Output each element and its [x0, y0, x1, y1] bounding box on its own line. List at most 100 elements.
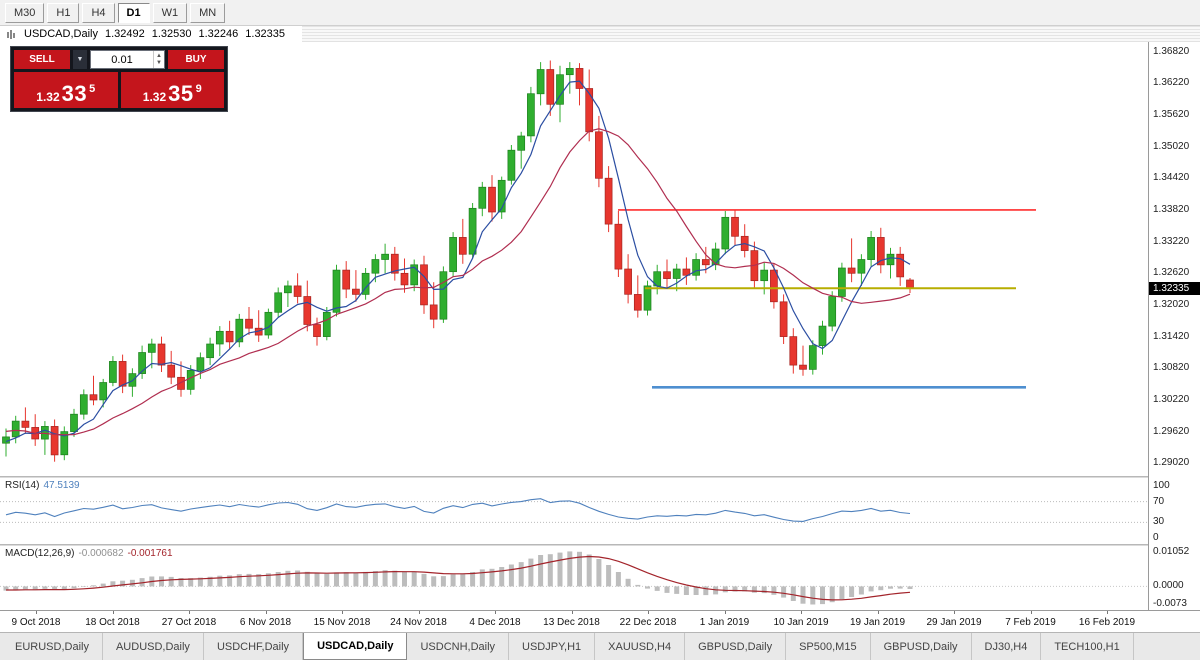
rsi-scale-label: 70	[1153, 495, 1165, 507]
price-scale-label: 1.30220	[1153, 394, 1190, 405]
ask-big-figure: 1.32	[142, 90, 167, 104]
time-axis-label: 22 Dec 2018	[619, 617, 677, 628]
volume-increase-button[interactable]: ▲	[156, 52, 162, 59]
price-scale-label: 1.31420	[1153, 330, 1190, 342]
price-scale-label: 1.34420	[1153, 172, 1190, 184]
macd-label: MACD(12,26,9)	[5, 548, 75, 559]
main-price-chart[interactable]	[0, 42, 1148, 476]
timeframe-button-w1[interactable]: W1	[152, 2, 188, 23]
chart-low-value: 1.32246	[198, 28, 239, 40]
macd-scale-label: 0.0000	[1153, 580, 1184, 592]
price-scale-label: 1.30820	[1153, 362, 1190, 374]
one-click-sell-button[interactable]: SELL	[14, 50, 70, 69]
price-scale-label: 1.36220	[1153, 77, 1190, 89]
timeframe-button-m30[interactable]: M30	[5, 2, 45, 23]
time-axis-label: 1 Jan 2019	[699, 617, 750, 628]
chart-tab-usdcnh-daily[interactable]: USDCNH,Daily	[407, 633, 510, 660]
time-axis-label: 4 Dec 2018	[469, 617, 521, 628]
chart-high-value: 1.32530	[151, 28, 192, 40]
one-click-buy-button[interactable]: BUY	[168, 50, 224, 69]
pane-divider-rsi[interactable]	[0, 476, 1200, 478]
time-scale[interactable]: 9 Oct 2018 18 Oct 2018 27 Oct 2018 6 Nov 20…	[0, 610, 1200, 632]
rsi-indicator-pane[interactable]	[0, 478, 1148, 544]
chart-tab-usdchf-daily[interactable]: USDCHF,Daily	[203, 633, 304, 660]
one-click-sell-price-button[interactable]: 1.32 33 5	[14, 72, 118, 108]
bid-point: 5	[89, 83, 96, 95]
time-axis-label: 16 Feb 2019	[1078, 617, 1136, 628]
chart-tab-xauusd-h4[interactable]: XAUUSD,H4	[595, 633, 686, 660]
time-axis-label: 13 Dec 2018	[543, 617, 600, 628]
one-click-trading-panel: SELL ▼ 0.01 ▲ ▼ BUY 1.32 33 5	[10, 46, 228, 112]
timeframe-button-h4[interactable]: H4	[82, 2, 115, 23]
chart-tab-audusd-daily[interactable]: AUDUSD,Daily	[102, 633, 204, 660]
macd-scale-label: 0.01052	[1153, 546, 1190, 557]
time-axis-label: 10 Jan 2019	[773, 617, 829, 628]
chart-tab-usdcad-daily[interactable]: USDCAD,Daily	[303, 633, 408, 660]
time-axis-label: 7 Feb 2019	[1005, 617, 1056, 628]
macd-main-value: -0.000682	[78, 548, 124, 559]
timeframe-button-mn[interactable]: MN	[190, 2, 226, 23]
chart-tab-bar: EURUSD,Daily AUDUSD,Daily USDCHF,Daily USDC…	[0, 632, 1200, 660]
time-axis-label: 24 Nov 2018	[390, 617, 447, 628]
timeframe-button-h1[interactable]: H1	[47, 2, 80, 23]
price-scale-label: 1.32020	[1153, 298, 1190, 310]
time-axis-label: 15 Nov 2018	[313, 617, 371, 628]
volume-decrease-button[interactable]: ▼	[156, 59, 162, 66]
one-click-volume-field[interactable]: 0.01 ▲ ▼	[90, 50, 165, 69]
time-axis-tick	[571, 611, 573, 614]
chart-tab-eurusd-daily[interactable]: EURUSD,Daily	[2, 633, 103, 660]
one-click-options-dropdown[interactable]: ▼	[73, 50, 87, 69]
time-axis-tick	[265, 611, 267, 614]
macd-indicator-pane[interactable]	[0, 546, 1148, 610]
bid-pips: 33	[61, 81, 88, 106]
chart-close-value: 1.32335	[245, 28, 286, 40]
pane-divider-macd[interactable]	[0, 544, 1200, 546]
time-axis-tick	[1030, 611, 1032, 614]
rsi-pane-label: RSI(14) 47.5139	[5, 480, 80, 491]
timeframe-toolbar: M30 H1 H4 D1 W1 MN	[0, 0, 1200, 26]
chart-window-top-strip: USDCAD,Daily 1.32492 1.32530 1.32246 1.3…	[0, 26, 1200, 42]
candlestick-chart-icon	[6, 29, 17, 40]
chart-tab-dj30-h4[interactable]: DJ30,H4	[971, 633, 1042, 660]
one-click-buy-price-button[interactable]: 1.32 35 9	[120, 72, 224, 108]
chart-tab-sp500-m15[interactable]: SP500,M15	[786, 633, 871, 660]
time-axis-tick	[648, 611, 649, 614]
price-scale-label: 1.29020	[1153, 457, 1190, 469]
price-scale-label: 1.32620	[1153, 267, 1190, 279]
price-scale-label: 1.33820	[1153, 203, 1190, 215]
price-scale-label: 1.33220	[1153, 235, 1190, 247]
macd-scale-label: -0.0073	[1153, 598, 1187, 609]
rsi-label: RSI(14)	[5, 480, 40, 491]
chart-tab-gbpusd-daily[interactable]: GBPUSD,Daily	[685, 633, 787, 660]
time-axis-tick	[724, 611, 726, 614]
timeframe-button-d1[interactable]: D1	[117, 2, 150, 23]
time-axis-tick	[36, 611, 37, 614]
time-axis-tick	[418, 611, 420, 614]
macd-pane-label: MACD(12,26,9) -0.000682 -0.001761	[5, 548, 173, 559]
time-axis-tick	[877, 611, 879, 614]
time-axis-label: 29 Jan 2019	[926, 617, 982, 628]
chart-open-value: 1.32492	[104, 28, 145, 40]
chevron-down-icon: ▼	[76, 56, 84, 63]
price-scale-label: 1.36820	[1153, 45, 1190, 57]
time-axis-label: 18 Oct 2018	[85, 617, 140, 628]
time-axis-tick	[1107, 611, 1108, 614]
time-axis-label: 19 Jan 2019	[849, 617, 906, 628]
time-axis-label: 9 Oct 2018	[11, 617, 61, 628]
macd-signal-value: -0.001761	[127, 548, 173, 559]
time-axis-tick	[495, 611, 496, 614]
price-scale-label: 1.35620	[1153, 108, 1190, 120]
chart-tab-tech100-h1[interactable]: TECH100,H1	[1041, 633, 1134, 660]
one-click-volume-value: 0.01	[111, 53, 133, 66]
chart-window: USDCAD,Daily 1.32492 1.32530 1.32246 1.3…	[0, 26, 1200, 632]
price-scale[interactable]: 1.36820 1.36220 1.35620 1.35020 1.34420 1.338…	[1148, 42, 1200, 610]
time-axis-tick	[954, 611, 955, 614]
chart-tab-usdjpy-h1[interactable]: USDJPY,H1	[509, 633, 596, 660]
rsi-scale-label: 100	[1153, 480, 1170, 491]
chart-info-line: USDCAD,Daily 1.32492 1.32530 1.32246 1.3…	[0, 26, 303, 42]
time-axis-label: 27 Oct 2018	[161, 617, 217, 628]
chart-tab-gbpusd-daily[interactable]: GBPUSD,Daily	[870, 633, 972, 660]
time-axis-tick	[801, 611, 802, 614]
price-scale-label: 1.35020	[1153, 140, 1190, 152]
